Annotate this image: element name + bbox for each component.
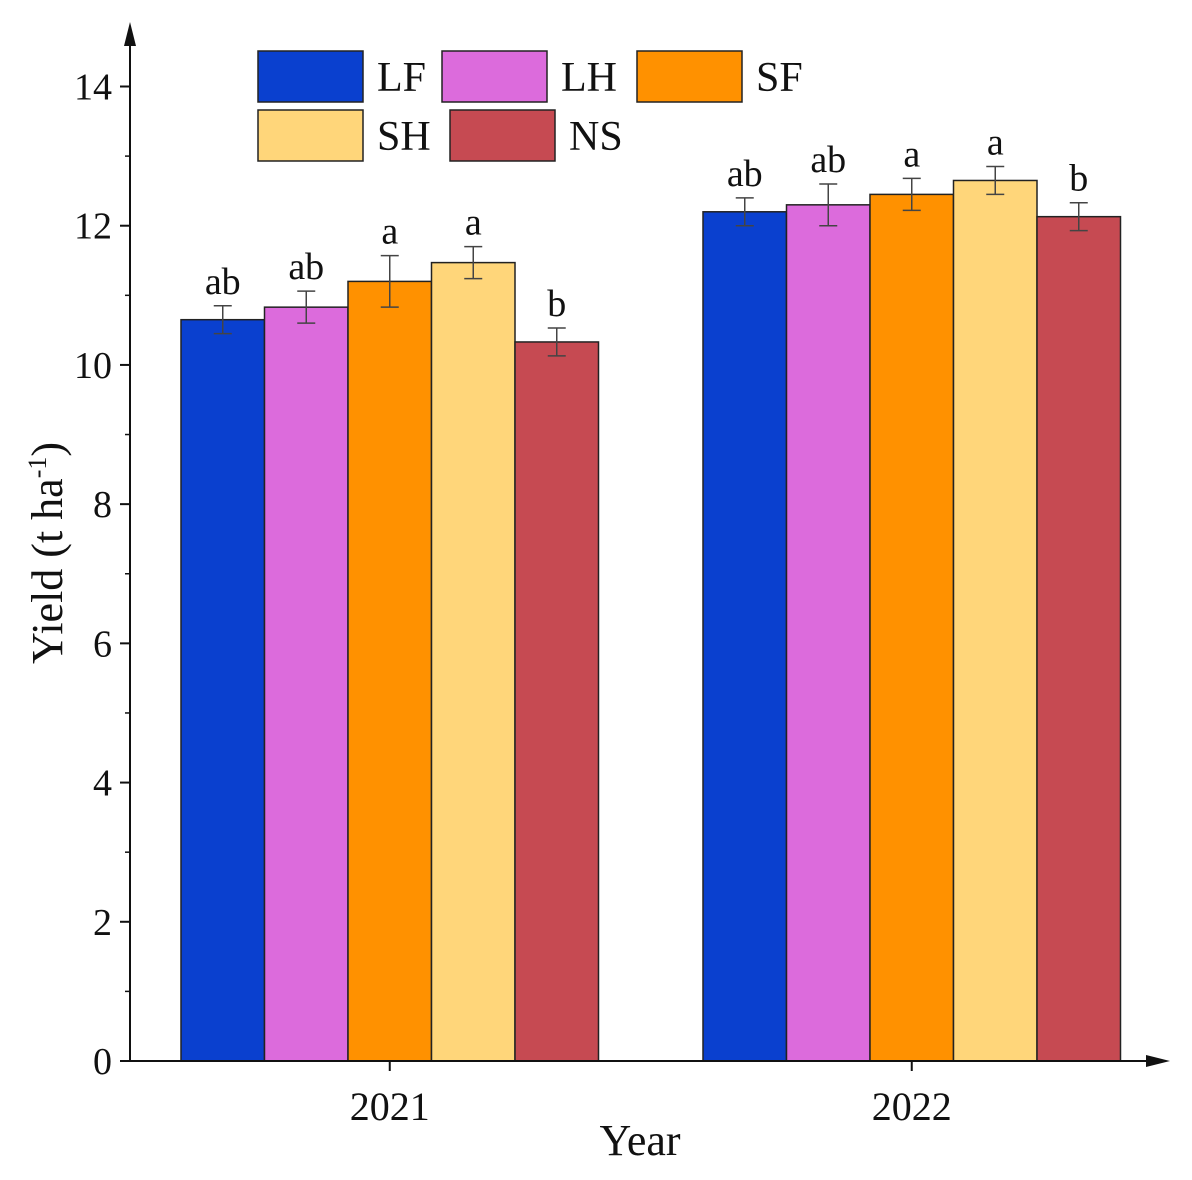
error-bar-lf-2022: [735, 197, 754, 227]
y-tick-label-10: 10: [74, 345, 112, 387]
bar-lh-2021: [263, 306, 349, 1062]
bar-sf-2021: [347, 280, 433, 1062]
y-axis-arrow: [124, 22, 136, 46]
sig-letter-sf-2021: a: [381, 211, 398, 253]
y-tick-label-8: 8: [93, 484, 112, 526]
sig-letter-sh-2021: a: [465, 202, 482, 244]
y-axis-title-close: ): [23, 442, 72, 457]
y-axis-title-superscript: -1: [23, 457, 52, 479]
y-tick-label-6: 6: [93, 623, 112, 665]
error-bar-sh-2022: [986, 165, 1005, 196]
x-tick-label-2022: 2022: [872, 1084, 952, 1129]
bar-lf-2021: [180, 318, 266, 1062]
y-tick-label-14: 14: [74, 67, 112, 109]
error-bar-lh-2022: [819, 183, 838, 227]
legend-label-lf: LF: [377, 55, 426, 101]
x-tick-label-2021: 2021: [350, 1084, 430, 1129]
axes-layer: [124, 22, 1170, 1067]
legend-label-sf: SF: [756, 55, 803, 101]
legend-item-ns: NS: [449, 109, 623, 162]
error-bar-ns-2021: [547, 327, 566, 357]
error-bar-lf-2021: [213, 305, 232, 335]
error-bar-lh-2021: [297, 290, 316, 324]
bar-ns-2022: [1036, 215, 1122, 1062]
legend-swatch-lf: [257, 50, 364, 103]
y-tick-label-0: 0: [93, 1041, 112, 1083]
y-axis-title-text: Yield (t ha: [23, 478, 72, 664]
legend-swatch-sh: [257, 109, 364, 162]
sig-letter-ns-2022: b: [1069, 158, 1088, 200]
y-tick-label-2: 2: [93, 902, 112, 944]
sig-letter-ns-2021: b: [547, 283, 566, 325]
sig-letter-lh-2022: ab: [810, 139, 846, 181]
legend-swatch-ns: [449, 109, 556, 162]
legend-label-ns: NS: [569, 114, 623, 160]
y-tick-label-12: 12: [74, 206, 112, 248]
legend-item-sh: SH: [257, 109, 431, 162]
sig-letter-lf-2022: ab: [727, 153, 763, 195]
sig-letter-sh-2022: a: [987, 122, 1004, 164]
bar-sf-2022: [869, 193, 955, 1062]
y-tick-label-4: 4: [93, 763, 112, 805]
legend-item-lf: LF: [257, 50, 426, 103]
sig-letter-sf-2022: a: [903, 133, 920, 175]
bar-lf-2022: [702, 211, 788, 1062]
error-bar-sh-2021: [464, 245, 483, 280]
bar-sh-2022: [952, 179, 1038, 1062]
bar-lh-2022: [785, 204, 871, 1062]
bar-sh-2021: [430, 261, 516, 1062]
legend-swatch-sf: [636, 50, 743, 103]
bar-ns-2021: [514, 341, 600, 1062]
y-axis-title: Yield (t ha-1): [23, 442, 72, 664]
legend: LF LH SF SH NS: [257, 50, 803, 162]
legend-label-lh: LH: [561, 55, 617, 101]
legend-label-sh: SH: [377, 114, 431, 160]
svg-text:Yield (t ha-1): Yield (t ha-1): [23, 442, 72, 664]
x-axis-title: Year: [599, 1116, 680, 1165]
legend-item-sf: SF: [636, 50, 803, 103]
ticks-layer: 0 2 4 6 8 10 12 14 2021 2022: [74, 67, 952, 1130]
sig-letter-lf-2021: ab: [205, 261, 241, 303]
x-axis-arrow: [1146, 1055, 1170, 1067]
legend-item-lh: LH: [441, 50, 617, 103]
legend-swatch-lh: [441, 50, 548, 103]
error-bar-sf-2022: [902, 177, 921, 212]
error-bar-ns-2022: [1069, 201, 1088, 232]
error-bar-sf-2021: [380, 254, 399, 308]
sig-letter-lh-2021: ab: [288, 246, 324, 288]
